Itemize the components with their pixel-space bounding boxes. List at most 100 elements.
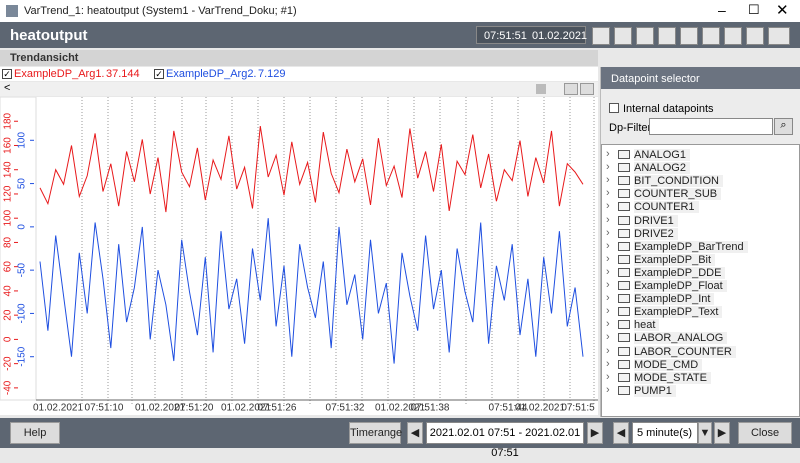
dp-item[interactable]: ExampleDP_Int bbox=[634, 293, 715, 306]
x-tick-label: 07:51:20 bbox=[175, 403, 214, 414]
print-button[interactable] bbox=[746, 27, 764, 45]
clock-date: 01.02.2021 bbox=[532, 30, 588, 42]
dp-item[interactable]: COUNTER_SUB bbox=[634, 188, 722, 201]
filter-input[interactable] bbox=[649, 118, 773, 135]
y-tick-label: 100 bbox=[3, 209, 14, 226]
dp-item[interactable]: BIT_CONDITION bbox=[634, 175, 723, 188]
legend: ✓ ExampleDP_Arg1. 37.144 ✓ ExampleDP_Arg2. 7.… bbox=[0, 67, 598, 81]
dp-item[interactable]: ExampleDP_DDE bbox=[634, 266, 726, 279]
dp-icon bbox=[618, 202, 630, 212]
expand-arrow[interactable]: › bbox=[606, 200, 610, 213]
expand-arrow[interactable]: › bbox=[606, 161, 610, 174]
expand-arrow[interactable]: › bbox=[606, 344, 610, 357]
selector-header bbox=[601, 67, 800, 89]
screen-button[interactable] bbox=[768, 27, 790, 45]
x-tick-label: 07:51:32 bbox=[326, 403, 365, 414]
prev-button[interactable]: ◀ bbox=[407, 422, 423, 444]
list-button[interactable] bbox=[724, 27, 742, 45]
save-button[interactable] bbox=[592, 27, 610, 45]
x-tick-label: 01.02.2021 bbox=[135, 403, 185, 414]
dp-item[interactable]: ANALOG2 bbox=[634, 162, 690, 175]
legend-value: 37.144 bbox=[106, 68, 140, 80]
minimize[interactable]: – bbox=[718, 2, 726, 18]
x-tick-label: 01.02.2021 bbox=[515, 403, 565, 414]
dp-item[interactable]: ExampleDP_Float bbox=[634, 280, 727, 292]
expand-arrow[interactable]: › bbox=[606, 252, 610, 265]
dp-icon bbox=[618, 241, 630, 251]
expand-arrow[interactable]: › bbox=[606, 213, 610, 226]
interval-next[interactable]: ▶ bbox=[714, 422, 730, 444]
scroll-left[interactable]: < bbox=[4, 82, 11, 94]
y-tick-label: 100 bbox=[17, 132, 28, 149]
expand-arrow[interactable]: › bbox=[606, 148, 610, 160]
next-button[interactable]: ▶ bbox=[587, 422, 603, 444]
expand-arrow[interactable]: › bbox=[606, 318, 610, 331]
settings-button[interactable] bbox=[636, 27, 654, 45]
dp-item[interactable]: COUNTER1 bbox=[634, 201, 699, 214]
close-button[interactable]: Close bbox=[738, 422, 792, 444]
expand-arrow[interactable]: › bbox=[606, 279, 610, 291]
search-button[interactable]: ⌕ bbox=[774, 118, 793, 135]
y-tick-label: 0 bbox=[17, 224, 28, 230]
expand-arrow[interactable]: › bbox=[606, 174, 610, 187]
dp-item[interactable]: heat bbox=[634, 319, 660, 332]
expand-arrow[interactable]: › bbox=[606, 265, 610, 278]
series-line bbox=[39, 126, 584, 213]
undo-zoom[interactable] bbox=[564, 83, 578, 95]
reload-button[interactable] bbox=[614, 27, 632, 45]
y-tick-label: 180 bbox=[3, 112, 14, 129]
expand-arrow[interactable]: › bbox=[606, 239, 610, 252]
expand-arrow[interactable]: › bbox=[606, 383, 610, 396]
print-preview-button[interactable] bbox=[702, 27, 720, 45]
range-field[interactable]: 2021.02.01 07:51 - 2021.02.01 07:51 bbox=[426, 422, 584, 459]
legend-checkbox[interactable]: ✓ bbox=[2, 69, 12, 79]
interval-prev[interactable]: ◀ bbox=[613, 422, 629, 444]
selector-panel: Datapoint selector Internal datapoints D… bbox=[600, 67, 800, 417]
toolbar-box[interactable] bbox=[536, 84, 546, 94]
dp-icon bbox=[618, 294, 630, 304]
dp-icon bbox=[618, 320, 630, 330]
y-tick-label: 140 bbox=[3, 161, 14, 178]
internal-checkbox[interactable] bbox=[609, 103, 619, 113]
maximize[interactable]: ☐ bbox=[748, 2, 760, 17]
clock-time: 07:51:51 bbox=[484, 30, 527, 42]
interval-field[interactable]: 5 minute(s) bbox=[632, 422, 698, 444]
title-bar: VarTrend_1: heatoutput (System1 - VarTre… bbox=[0, 0, 800, 22]
dp-item[interactable]: ExampleDP_Text bbox=[634, 306, 723, 319]
dp-icon bbox=[618, 372, 630, 382]
x-tick-label: 07:51:10 bbox=[85, 403, 124, 414]
timerange-button[interactable]: Timerange bbox=[349, 422, 402, 444]
help-button[interactable]: Help bbox=[10, 422, 60, 444]
header-title: heatoutput bbox=[10, 27, 88, 44]
tree-button[interactable] bbox=[658, 27, 676, 45]
dp-item[interactable]: PUMP1 bbox=[634, 384, 676, 397]
expand-arrow[interactable]: › bbox=[606, 187, 610, 200]
expand-arrow[interactable]: › bbox=[606, 357, 610, 370]
expand-arrow[interactable]: › bbox=[606, 292, 610, 305]
expand-arrow[interactable]: › bbox=[606, 331, 610, 344]
y-tick-label: -40 bbox=[3, 380, 14, 395]
legend-checkbox[interactable]: ✓ bbox=[154, 69, 164, 79]
dp-item[interactable]: DRIVE2 bbox=[634, 227, 678, 240]
axis-background bbox=[0, 97, 37, 401]
y-tick-label: -100 bbox=[17, 303, 28, 323]
expand-arrow[interactable]: › bbox=[606, 226, 610, 239]
footer: Help Timerange ◀ 2021.02.01 07:51 - 2021… bbox=[0, 418, 800, 459]
chart-toolbar: < bbox=[0, 82, 598, 96]
expand-arrow[interactable]: › bbox=[606, 305, 610, 318]
legend-name: ExampleDP_Arg1. bbox=[14, 68, 105, 80]
dp-item[interactable]: LABOR_COUNTER bbox=[634, 345, 736, 358]
dp-item[interactable]: ExampleDP_Bit bbox=[634, 253, 716, 266]
series-line bbox=[39, 218, 584, 364]
dp-item[interactable]: MODE_STATE bbox=[634, 371, 711, 384]
reset-zoom[interactable] bbox=[580, 83, 594, 95]
expand-arrow[interactable]: › bbox=[606, 370, 610, 383]
add-button[interactable] bbox=[680, 27, 698, 45]
dp-item[interactable]: ExampleDP_BarTrend bbox=[634, 240, 748, 253]
dp-item[interactable]: ANALOG1 bbox=[634, 149, 690, 161]
interval-dropdown[interactable]: ▼ bbox=[698, 422, 712, 444]
dp-item[interactable]: LABOR_ANALOG bbox=[634, 332, 728, 345]
close-window[interactable]: ✕ bbox=[776, 2, 789, 19]
dp-item[interactable]: MODE_CMD bbox=[634, 358, 703, 371]
dp-item[interactable]: DRIVE1 bbox=[634, 214, 678, 227]
